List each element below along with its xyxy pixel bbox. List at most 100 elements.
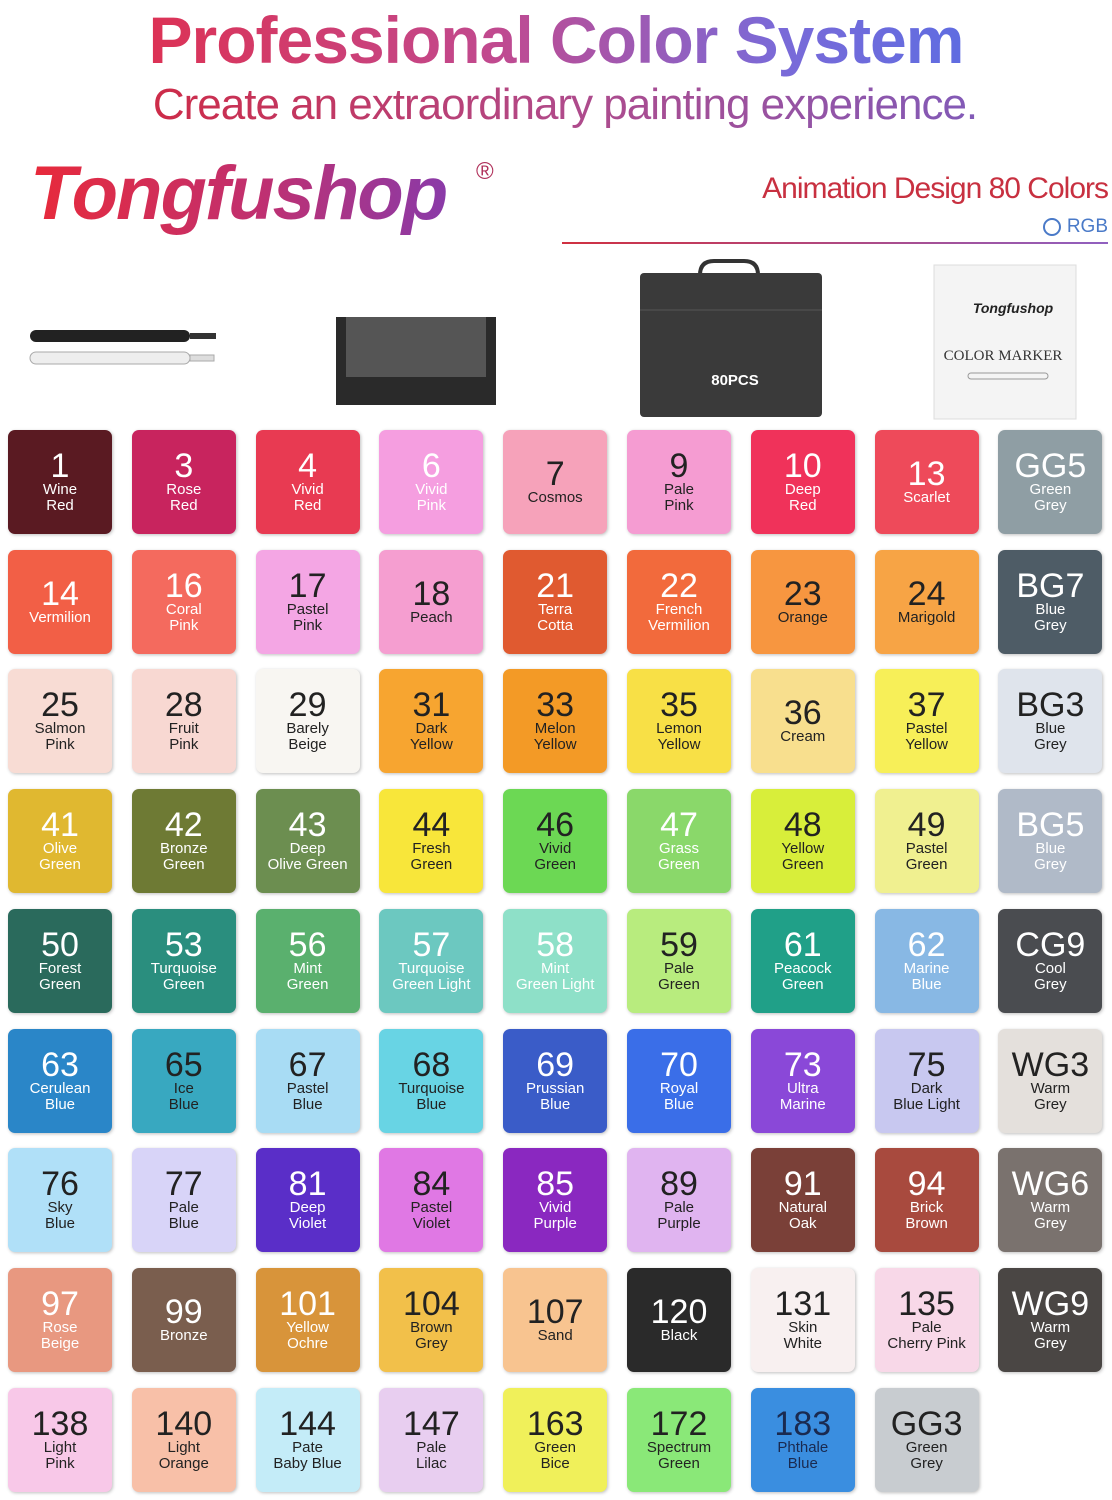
swatch-name: Green <box>1029 481 1072 498</box>
swatch: 22 French Vermilion <box>627 549 731 654</box>
swatch: BG3 Blue Grey <box>998 669 1103 774</box>
swatch: 73 Ultra Marine <box>750 1028 855 1133</box>
swatch-name: Scarlet <box>903 489 950 506</box>
swatch-name: Blue <box>168 1215 199 1233</box>
swatch-code: 62 <box>907 925 946 964</box>
swatch-name: Bronze <box>160 840 208 858</box>
swatch-code: 47 <box>660 806 698 845</box>
box-label: COLOR MARKER <box>944 348 1063 364</box>
rule <box>562 242 1108 244</box>
swatch: 101 Yellow Ochre <box>255 1267 360 1372</box>
swatch-name: Yellow <box>781 840 825 858</box>
swatch-name: Pastel <box>286 600 329 618</box>
swatch-name: Red <box>789 497 817 514</box>
swatch-name: Blue <box>292 1095 323 1113</box>
swatch-name: Bronze <box>160 1326 208 1344</box>
swatch-name: Spectrum <box>646 1438 712 1456</box>
swatch-name: Green Light <box>392 975 471 993</box>
swatch-code: 29 <box>288 686 327 725</box>
swatch-code: 49 <box>907 806 946 845</box>
swatch-code: 1 <box>50 447 70 485</box>
swatch: 13 Scarlet <box>874 430 979 534</box>
swatch-name: Sand <box>537 1326 573 1344</box>
swatch: 35 Lemon Yellow <box>627 669 731 774</box>
swatch-code: 99 <box>164 1292 203 1331</box>
swatch-name: Green <box>658 975 700 993</box>
swatch-code: 85 <box>536 1165 575 1204</box>
swatch-code: 18 <box>412 574 451 613</box>
swatch-code: WG3 <box>1011 1045 1090 1084</box>
swatch-code: 16 <box>164 566 203 605</box>
swatch-code: 36 <box>783 694 822 733</box>
swatch-code: 120 <box>650 1292 708 1331</box>
swatch-code: 50 <box>41 925 79 964</box>
products: 80PCS Tongfushop COLOR MARKER <box>29 259 1077 420</box>
swatch-name: Terra <box>538 600 573 618</box>
swatch-code: 28 <box>164 686 203 725</box>
swatch-code: 138 <box>31 1404 89 1443</box>
swatch: 14 Vermilion <box>8 549 112 654</box>
swatch-code: 140 <box>155 1404 213 1443</box>
swatch-name: Green <box>781 975 824 993</box>
swatch-name: Olive <box>42 840 78 858</box>
box: Tongfushop COLOR MARKER <box>933 264 1077 420</box>
swatch-name: Yellow <box>905 736 948 754</box>
swatch-name: Melon <box>534 720 576 738</box>
swatch-name: Green <box>39 975 81 993</box>
swatch: 140 Light Orange <box>131 1387 236 1492</box>
swatch-name: Olive Green <box>267 856 348 874</box>
swatch: 50 Forest Green <box>8 908 112 1013</box>
swatch: 49 Pastel Green <box>874 789 979 894</box>
swatch-name: Grey <box>415 1334 448 1352</box>
swatch-name: Marine <box>779 1095 826 1113</box>
swatch-name: Oak <box>789 1215 817 1233</box>
swatch-name: Blue <box>168 1095 199 1113</box>
swatch: 29 Barely Beige <box>255 669 360 774</box>
swatch-name: Vermilion <box>29 608 91 626</box>
swatch: 53 Turquoise Green <box>131 908 236 1013</box>
edition: Animation Design 80 Colors <box>762 172 1109 205</box>
swatch: 25 Salmon Pink <box>8 669 112 774</box>
swatch-name: Grey <box>1034 616 1067 634</box>
swatch-name: Beige <box>288 736 327 754</box>
swatch-name: Green <box>534 856 577 874</box>
swatch-name: Violet <box>412 1215 451 1233</box>
swatch-name: Orange <box>158 1454 209 1472</box>
swatch-name: Green <box>905 856 948 874</box>
swatch-name: Lemon <box>656 720 702 738</box>
swatch-name: Red <box>170 497 198 514</box>
swatch: 37 Pastel Yellow <box>874 669 979 774</box>
swatch: 57 Turquoise Green Light <box>379 908 484 1013</box>
swatch: 31 Dark Yellow <box>379 669 484 774</box>
swatch-code: 147 <box>403 1404 460 1443</box>
swatch-name: Green <box>162 975 205 993</box>
swatch-name: Blue <box>1035 840 1066 858</box>
swatch-code: 35 <box>660 686 698 725</box>
swatch-name: Ultra <box>786 1079 819 1097</box>
mode: RGB <box>1042 216 1108 238</box>
swatch-name: Green <box>658 856 700 874</box>
title: Professional Color System <box>0 2 1112 78</box>
swatch: 120 Black <box>627 1267 731 1372</box>
swatch-name: Phthale <box>777 1438 829 1456</box>
swatch: 62 Marine Blue <box>874 908 979 1013</box>
swatch-code: BG7 <box>1016 566 1085 605</box>
swatch: 75 Dark Blue Light <box>874 1028 979 1133</box>
swatch-name: Grey <box>1034 1215 1067 1233</box>
swatch-code: 10 <box>783 447 822 485</box>
swatch-code: 24 <box>907 574 946 613</box>
swatch-code: 91 <box>783 1165 822 1204</box>
swatch: 46 Vivid Green <box>503 789 608 894</box>
subtitle: Create an extraordinary painting experie… <box>0 80 1112 130</box>
swatch-name: Brown <box>410 1318 453 1336</box>
swatch-code: 58 <box>536 925 575 964</box>
swatch-name: Peach <box>410 608 453 626</box>
swatch-name: Green <box>286 975 329 993</box>
swatch-name: Fruit <box>168 720 199 738</box>
swatch-name: Blue <box>44 1095 76 1113</box>
swatch: 21 Terra Cotta <box>503 549 608 654</box>
swatch: 6 Vivid Pink <box>379 430 484 534</box>
swatch-code: 59 <box>660 925 698 964</box>
swatch: 135 Pale Cherry Pink <box>874 1267 979 1372</box>
